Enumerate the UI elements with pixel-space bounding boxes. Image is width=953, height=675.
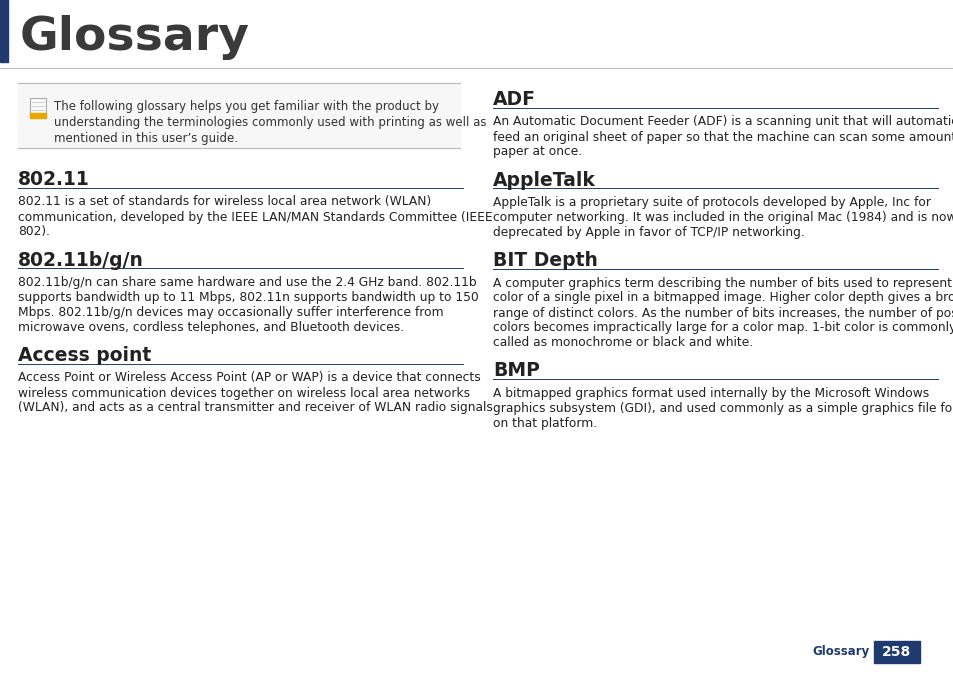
Text: ADF: ADF (493, 90, 536, 109)
Text: paper at once.: paper at once. (493, 146, 581, 159)
Bar (30, 113, 46, 118)
Text: BIT Depth: BIT Depth (493, 251, 598, 270)
Text: An Automatic Document Feeder (ADF) is a scanning unit that will automatically: An Automatic Document Feeder (ADF) is a … (493, 115, 953, 128)
Text: microwave ovens, cordless telephones, and Bluetooth devices.: microwave ovens, cordless telephones, an… (18, 321, 404, 334)
Text: feed an original sheet of paper so that the machine can scan some amount of the: feed an original sheet of paper so that … (493, 130, 953, 144)
Bar (18, 83, 459, 148)
Text: A computer graphics term describing the number of bits used to represent the: A computer graphics term describing the … (493, 277, 953, 290)
Text: Glossary: Glossary (812, 645, 869, 659)
Text: colors becomes impractically large for a color map. 1-bit color is commonly: colors becomes impractically large for a… (493, 321, 953, 335)
Text: (WLAN), and acts as a central transmitter and receiver of WLAN radio signals.: (WLAN), and acts as a central transmitte… (18, 402, 497, 414)
Text: computer networking. It was included in the original Mac (1984) and is now: computer networking. It was included in … (493, 211, 953, 224)
Text: on that platform.: on that platform. (493, 417, 597, 430)
Text: mentioned in this user’s guide.: mentioned in this user’s guide. (54, 132, 237, 145)
Text: A bitmapped graphics format used internally by the Microsoft Windows: A bitmapped graphics format used interna… (493, 387, 928, 400)
Text: 802.11b/g/n can share same hardware and use the 2.4 GHz band. 802.11b: 802.11b/g/n can share same hardware and … (18, 276, 476, 289)
Text: graphics subsystem (GDI), and used commonly as a simple graphics file format: graphics subsystem (GDI), and used commo… (493, 402, 953, 415)
Text: Mbps. 802.11b/g/n devices may occasionally suffer interference from: Mbps. 802.11b/g/n devices may occasional… (18, 306, 443, 319)
Text: 802.11 is a set of standards for wireless local area network (WLAN): 802.11 is a set of standards for wireles… (18, 196, 431, 209)
Bar (873, 641, 919, 663)
Text: color of a single pixel in a bitmapped image. Higher color depth gives a broader: color of a single pixel in a bitmapped i… (493, 292, 953, 304)
Text: range of distinct colors. As the number of bits increases, the number of possibl: range of distinct colors. As the number … (493, 306, 953, 319)
Text: understanding the terminologies commonly used with printing as well as: understanding the terminologies commonly… (54, 116, 486, 129)
Text: Access point: Access point (18, 346, 152, 365)
Text: deprecated by Apple in favor of TCP/IP networking.: deprecated by Apple in favor of TCP/IP n… (493, 226, 804, 239)
Text: BMP: BMP (493, 362, 539, 381)
FancyBboxPatch shape (30, 98, 46, 118)
Text: The following glossary helps you get familiar with the product by: The following glossary helps you get fam… (54, 100, 438, 113)
Text: 802.11: 802.11 (18, 170, 90, 189)
Text: AppleTalk: AppleTalk (493, 171, 596, 190)
Text: called as monochrome or black and white.: called as monochrome or black and white. (493, 337, 752, 350)
Text: wireless communication devices together on wireless local area networks: wireless communication devices together … (18, 387, 470, 400)
Text: AppleTalk is a proprietary suite of protocols developed by Apple, Inc for: AppleTalk is a proprietary suite of prot… (493, 196, 930, 209)
Text: Access Point or Wireless Access Point (AP or WAP) is a device that connects: Access Point or Wireless Access Point (A… (18, 371, 480, 385)
Text: supports bandwidth up to 11 Mbps, 802.11n supports bandwidth up to 150: supports bandwidth up to 11 Mbps, 802.11… (18, 291, 478, 304)
Text: 258: 258 (882, 645, 911, 659)
Text: 802.11b/g/n: 802.11b/g/n (18, 250, 144, 269)
Text: 802).: 802). (18, 225, 50, 238)
Text: communication, developed by the IEEE LAN/MAN Standards Committee (IEEE: communication, developed by the IEEE LAN… (18, 211, 492, 223)
Bar (0, 0, 8, 62)
Text: Glossary: Glossary (20, 15, 250, 60)
